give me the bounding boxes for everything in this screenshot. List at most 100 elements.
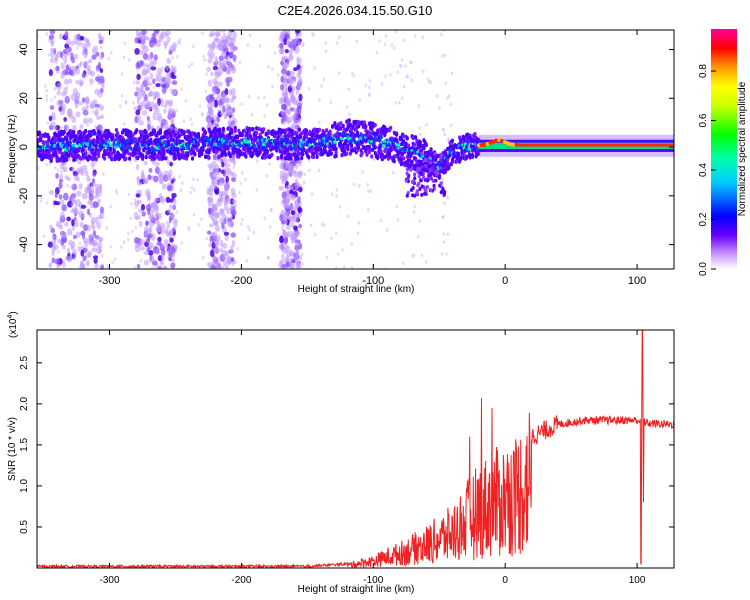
- spectrogram-cell: [48, 190, 55, 195]
- spectrogram-cell: [146, 81, 152, 87]
- spectrogram-cell: [59, 173, 63, 180]
- spectrogram-cell: [298, 107, 302, 112]
- spectrogram-cell: [85, 108, 89, 113]
- spectrogram-cell: [361, 169, 364, 174]
- spectrogram-cell: [62, 65, 66, 70]
- spectrogram-cell: [370, 136, 374, 141]
- spectrogram-cell: [203, 154, 208, 159]
- spectrogram-cell: [143, 134, 147, 140]
- spectrogram-cell: [423, 191, 427, 196]
- spectrogram-cell: [217, 81, 223, 87]
- spectrogram-cell: [270, 152, 274, 157]
- spectrogram-cell: [105, 226, 109, 230]
- spectrogram-cell: [441, 177, 445, 182]
- spectrogram-cell: [162, 151, 166, 156]
- spectrogram-cell: [148, 92, 151, 96]
- spectrogram-cell: [153, 85, 156, 90]
- snr-ylabel: SNR (10 * v/v): [7, 417, 18, 481]
- spectrogram-cell: [402, 156, 406, 161]
- spectrogram-frame: [36, 29, 675, 270]
- spectrogram-cell: [325, 128, 329, 133]
- spectrogram-cell: [152, 104, 158, 111]
- spectrogram-cell: [358, 97, 361, 102]
- spectrogram-cell: [263, 95, 266, 100]
- spectrogram-cell: [169, 204, 174, 209]
- spectrogram-cell: [52, 115, 57, 121]
- spectrogram-cell: [61, 56, 65, 61]
- spectrogram-cell: [136, 73, 141, 80]
- spectrogram-cell: [418, 186, 422, 191]
- spectrogram-cell: [115, 191, 118, 195]
- spectrogram-cell: [392, 170, 395, 175]
- spectrogram-cell: [246, 43, 250, 47]
- spectrogram-cell: [420, 151, 424, 156]
- spectrogram-cell: [76, 190, 82, 197]
- spectrogram-cell: [62, 262, 66, 268]
- spectrogram-cell: [53, 244, 59, 250]
- spectrogram-cell: [175, 141, 179, 146]
- spectrogram-cell: [91, 54, 97, 60]
- spectrogram-cell: [330, 192, 334, 196]
- spectrogram-cell: [142, 53, 149, 60]
- spectrogram-cell: [411, 254, 414, 258]
- spectrogram-cell: [227, 54, 231, 59]
- spectrogram-cell: [145, 203, 152, 212]
- spectrogram-cell: [66, 247, 71, 254]
- spectrogram-cell: [134, 47, 140, 55]
- spectrogram-cell: [140, 203, 146, 211]
- spectrogram-cell: [122, 128, 126, 133]
- spectrogram-cell: [435, 169, 439, 174]
- spectrogram-cell: [339, 142, 343, 147]
- spectrogram-cell: [159, 195, 166, 204]
- spectrogram-cell: [157, 236, 162, 243]
- spectrogram-cell: [276, 44, 280, 49]
- spectrogram-cell: [54, 132, 58, 138]
- spectrogram-cell: [426, 168, 430, 173]
- spectrogram-cell: [248, 33, 252, 38]
- spectrogram-cell: [109, 204, 112, 209]
- spectrogram-cell: [231, 263, 235, 267]
- spectrogram-cell: [97, 151, 101, 156]
- spectrogram-cell: [444, 81, 448, 85]
- spectrogram-cell: [148, 154, 152, 160]
- spectrogram-cell: [54, 126, 57, 130]
- spectrogram-cell: [100, 254, 104, 258]
- spectrogram-cell: [425, 158, 429, 163]
- spectrogram-cell: [432, 183, 436, 188]
- spectrogram-cell: [192, 146, 196, 151]
- spectrogram-cell: [300, 131, 304, 136]
- spectrogram-cell: [293, 78, 297, 83]
- spectrogram-cell: [63, 78, 69, 85]
- spectrogram-cell: [292, 170, 299, 178]
- spectrogram-cell: [62, 192, 69, 201]
- spectrogram-cell: [98, 237, 102, 244]
- spectrogram-cell: [201, 112, 204, 117]
- spectrogram-cell: [209, 108, 214, 116]
- spectrogram-cell: [304, 128, 309, 133]
- spectrogram-cell: [422, 175, 426, 180]
- spectrogram-cell: [291, 39, 298, 46]
- spectrogram-cell: [230, 87, 236, 96]
- spectrogram-cell: [78, 145, 82, 150]
- spectrogram-cell: [159, 261, 163, 265]
- spectrogram-cell: [401, 96, 404, 101]
- spectrogram-cell: [79, 60, 83, 67]
- spectrogram-x-ticks: -300 -200 -100 0 100: [99, 30, 646, 287]
- spectrogram-cell: [231, 257, 235, 262]
- spectrogram-cell: [395, 204, 399, 209]
- spectrogram-cell: [67, 78, 73, 84]
- spectrogram-cell: [240, 132, 244, 138]
- spectrogram-cell: [285, 114, 289, 119]
- spectrogram-cell: [189, 190, 193, 195]
- spectrogram-cell: [143, 259, 149, 266]
- spectrogram-cell: [263, 216, 267, 221]
- spectrogram-y-tick-label: 40: [18, 43, 30, 55]
- spectrogram-cell: [231, 239, 236, 248]
- spectrogram-cell: [265, 154, 269, 159]
- spectrogram-cell: [196, 178, 200, 182]
- spectrogram-cell: [170, 177, 173, 182]
- spectrogram-cell: [292, 44, 297, 51]
- spectrogram-cell: [80, 204, 87, 209]
- spectrogram-cell: [282, 73, 288, 79]
